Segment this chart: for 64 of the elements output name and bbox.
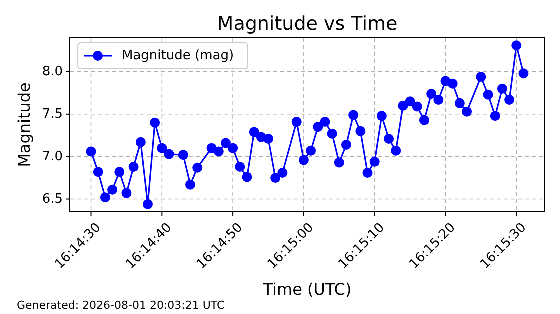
point — [235, 162, 246, 172]
point — [164, 149, 174, 160]
point — [370, 156, 380, 167]
point — [128, 162, 139, 172]
point — [93, 167, 104, 178]
point — [341, 140, 352, 150]
point — [490, 111, 500, 122]
point — [157, 143, 168, 154]
point — [249, 127, 260, 138]
point — [356, 126, 366, 136]
point — [292, 117, 302, 128]
point — [426, 89, 437, 100]
y-tick-label: 6.5 — [42, 192, 63, 207]
y-tick-label: 7.5 — [42, 106, 63, 122]
point — [108, 184, 118, 195]
point — [412, 102, 422, 112]
point — [242, 172, 252, 182]
point — [228, 143, 238, 154]
point — [320, 117, 330, 128]
point — [86, 146, 96, 157]
point — [327, 128, 338, 139]
point — [384, 134, 394, 144]
point — [362, 168, 373, 178]
point — [192, 162, 203, 173]
point — [122, 188, 132, 198]
point — [186, 180, 196, 190]
point — [264, 134, 274, 144]
point — [313, 122, 324, 132]
x-axis-title: Time (UTC) — [262, 280, 352, 299]
point — [150, 118, 160, 128]
point — [214, 146, 224, 157]
legend-label: Magnitude (mag) — [122, 48, 234, 64]
point — [476, 72, 486, 82]
point — [512, 40, 522, 51]
point — [178, 150, 188, 160]
text: Generated: 2026-08-01 20:03:21 UTC — [17, 299, 226, 312]
y-tick-label: 7.0 — [42, 149, 63, 164]
point — [334, 158, 344, 168]
point — [298, 155, 309, 166]
y-tick-label: 8.0 — [42, 64, 63, 80]
chart-title: Magnitude vs Time — [217, 13, 398, 35]
point — [348, 110, 359, 120]
point — [100, 192, 110, 203]
point — [306, 146, 316, 156]
point — [270, 173, 281, 184]
point — [114, 167, 125, 178]
y-axis-title: Magnitude — [15, 82, 34, 168]
point — [391, 146, 402, 156]
point — [278, 168, 288, 178]
point — [142, 199, 153, 210]
point — [136, 137, 146, 148]
point — [497, 84, 508, 94]
point — [454, 98, 465, 108]
point — [518, 68, 529, 79]
point — [504, 94, 515, 105]
point — [462, 106, 472, 117]
point — [448, 78, 458, 89]
point — [398, 100, 408, 111]
point — [405, 96, 416, 107]
point — [376, 111, 387, 122]
point — [419, 115, 430, 126]
point — [434, 94, 444, 105]
point — [220, 138, 231, 148]
point — [483, 90, 494, 100]
